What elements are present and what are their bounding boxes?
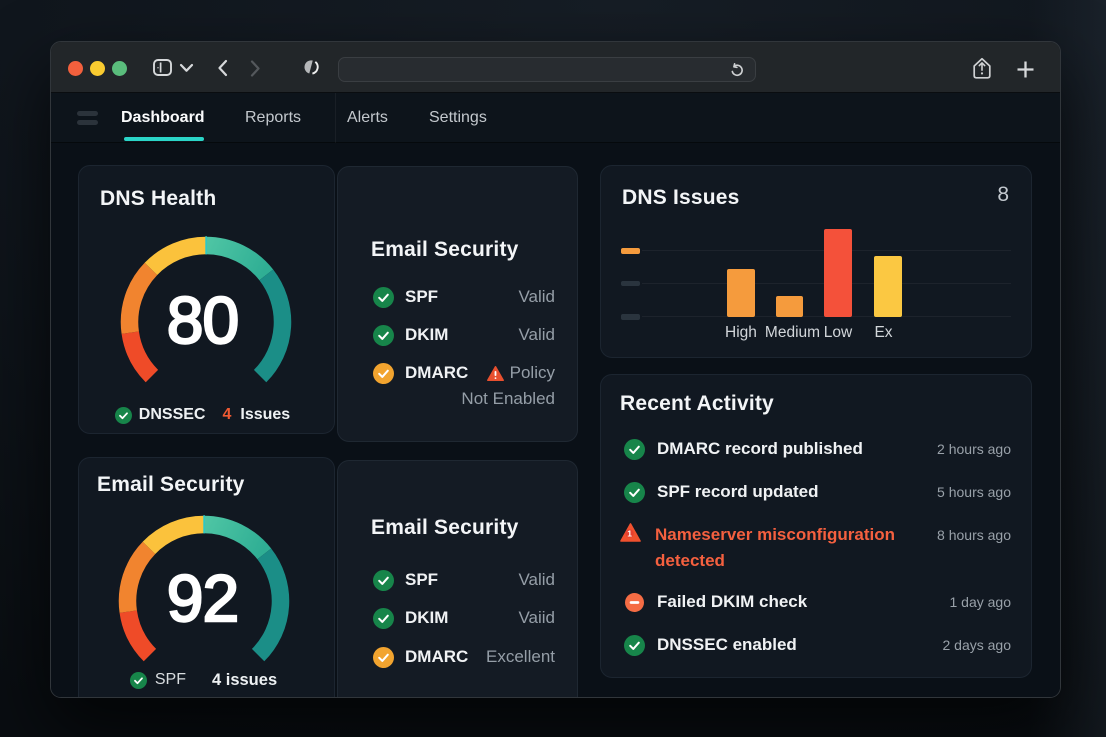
svg-text:1: 1 bbox=[627, 529, 632, 539]
